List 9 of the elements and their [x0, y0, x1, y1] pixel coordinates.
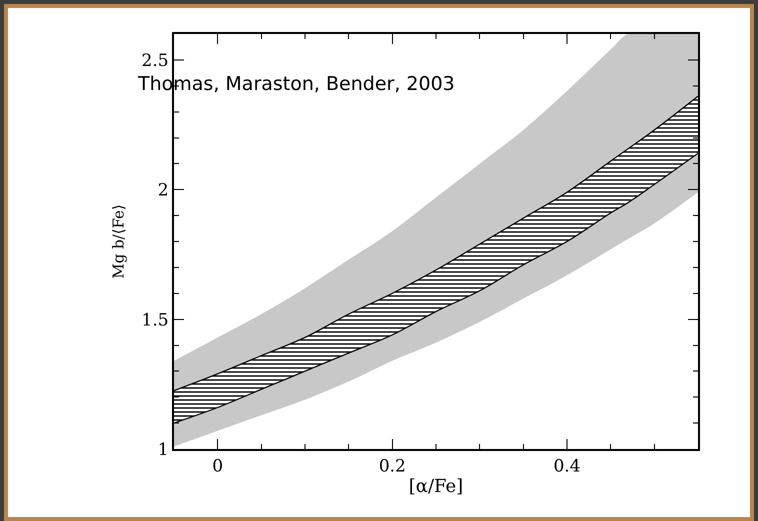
y-tick-label: 2.5 [142, 50, 169, 71]
x-tick-label: 0 [212, 456, 224, 476]
x-axis-title: [α/Fe] [408, 476, 464, 497]
y-axis-title: Mg b/⟨Fe⟩ [109, 204, 128, 279]
y-tick-label: 2 [158, 180, 169, 201]
x-tick-label: 0.2 [378, 456, 406, 476]
y-tick-label: 1.5 [142, 310, 169, 330]
y-tick-label: 1 [158, 440, 169, 460]
x-tick-label: 0.4 [553, 456, 581, 476]
